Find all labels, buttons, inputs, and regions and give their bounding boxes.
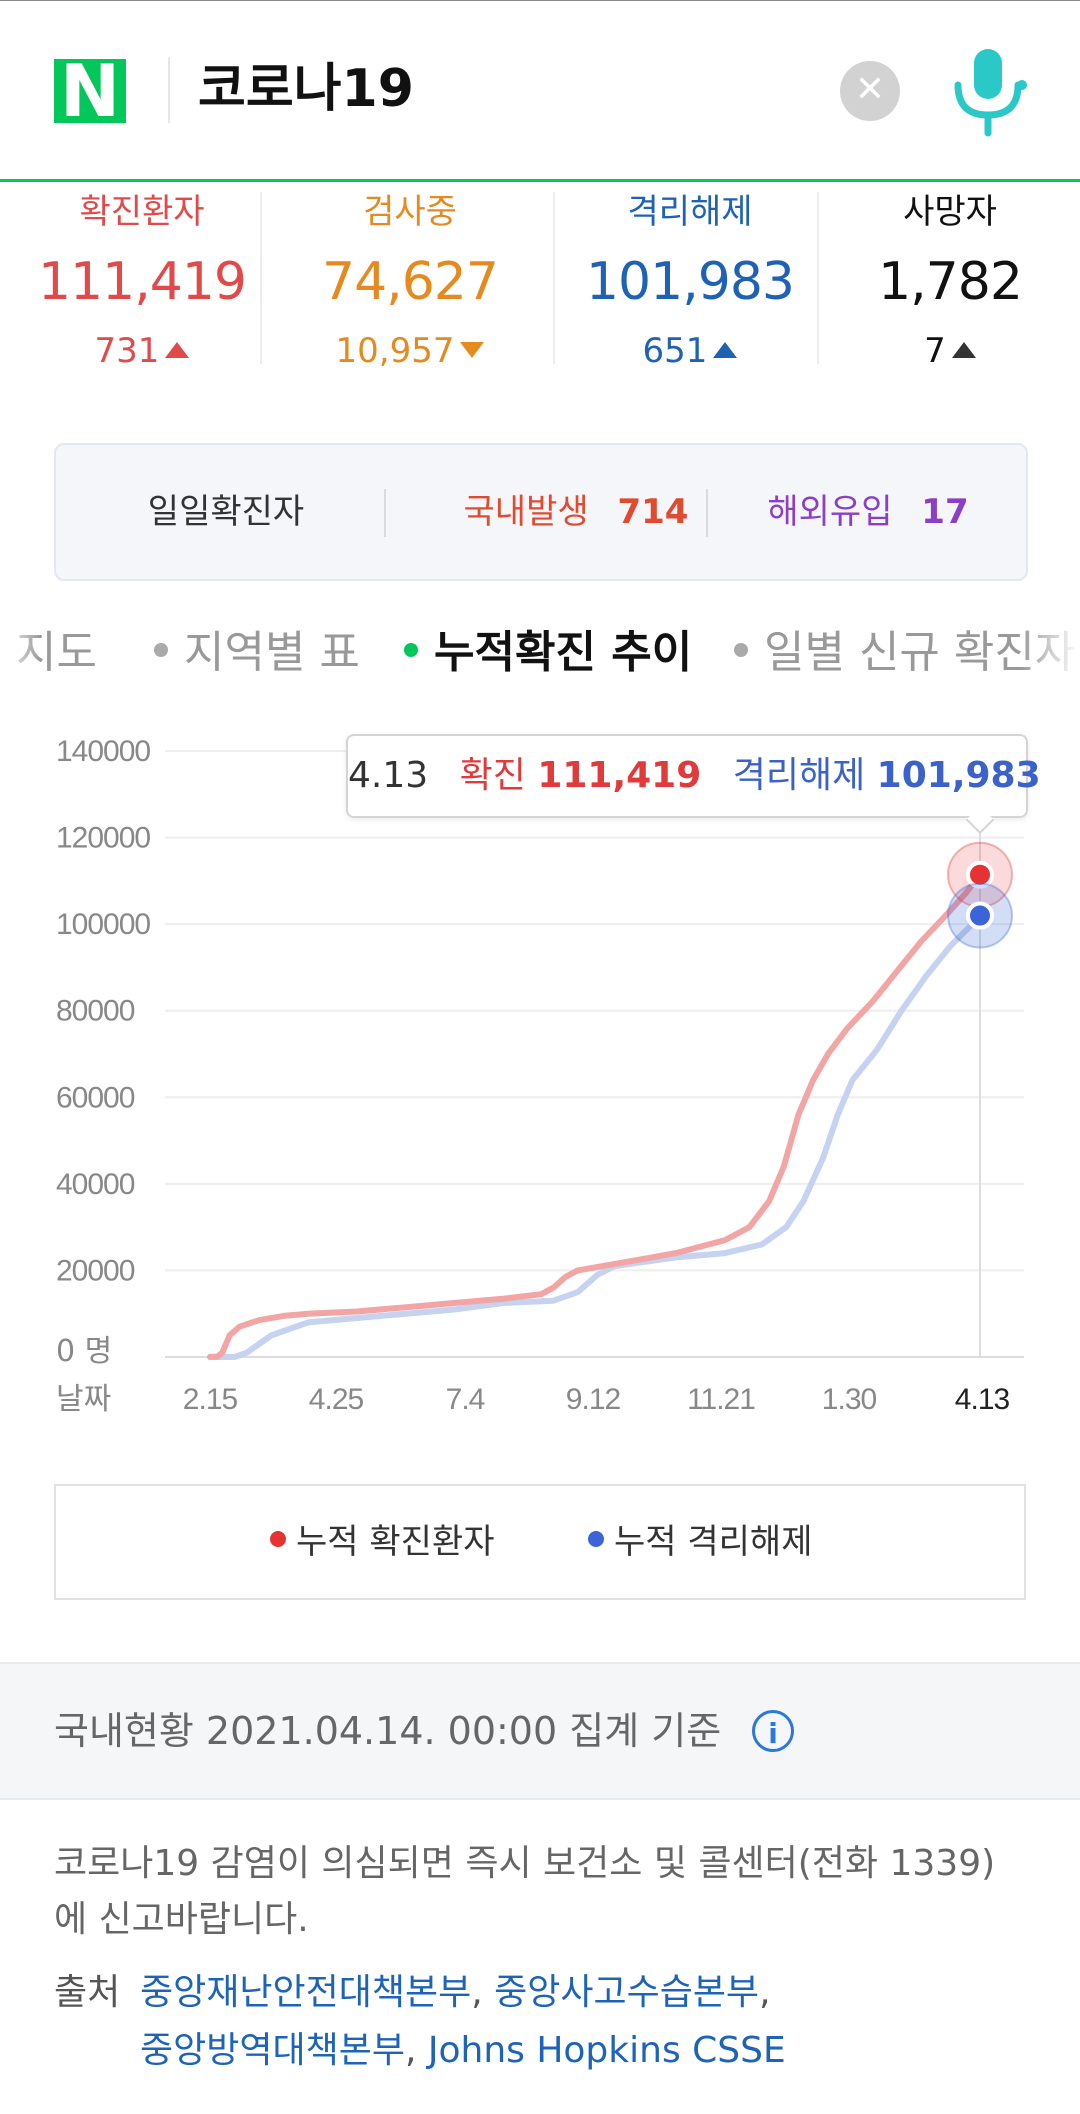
divider xyxy=(168,57,170,123)
daily-domestic: 국내발생 714 xyxy=(396,445,756,579)
tooltip-released-label: 격리해제 xyxy=(732,755,866,796)
divider xyxy=(817,192,819,364)
data-basis-bar: 국내현황 2021.04.14. 00:00 집계 기준 i xyxy=(0,1662,1080,1800)
x-tick-label: 9.12 xyxy=(566,1383,621,1416)
fade xyxy=(1020,618,1080,688)
bullet-icon xyxy=(404,643,418,657)
y-tick-label: 60000 xyxy=(56,1081,135,1114)
legend-item-released[interactable]: 누적 격리해제 xyxy=(588,1486,813,1598)
overseas-value: 17 xyxy=(921,492,969,532)
data-point-confirmed xyxy=(966,860,994,889)
chart-legend: 누적 확진환자 누적 격리해제 xyxy=(54,1484,1026,1600)
divider xyxy=(706,489,708,537)
x-tick-label: 4.13 xyxy=(955,1383,1010,1416)
notice-text: 코로나19 감염이 의심되면 즉시 보건소 및 콜센터(전화 1339)에 신고… xyxy=(54,1843,996,1940)
stat-label: 사망자 xyxy=(903,192,997,232)
divider xyxy=(553,192,555,364)
source-link[interactable]: 중앙사고수습본부 xyxy=(494,1972,760,2013)
source-label: 출처 xyxy=(54,1972,121,2013)
daily-label: 일일확진자 xyxy=(147,492,305,532)
tab-cumulative-trend[interactable]: 누적확진 추이 xyxy=(404,618,692,688)
domestic-value: 714 xyxy=(617,492,689,532)
search-header: N 코로나19 ✕ xyxy=(0,0,1080,182)
clear-search-button[interactable]: ✕ xyxy=(840,61,900,121)
tooltip-released-value: 101,983 xyxy=(876,755,1041,796)
covid-stats: 확진환자 111,419 731 검사중 74,627 10,957 격리해제 … xyxy=(0,182,1080,382)
bullet-icon xyxy=(734,643,748,657)
source-link[interactable]: 중앙재난안전대책본부 xyxy=(140,1972,472,2013)
x-tick-label: 4.25 xyxy=(309,1383,364,1416)
stat-value: 1,782 xyxy=(878,252,1023,312)
tooltip-confirmed-label: 확진 xyxy=(459,755,526,796)
y-tick-label: 20000 xyxy=(56,1254,135,1287)
cumulative-chart[interactable]: 140000 120000 100000 80000 60000 40000 20000 0 … xyxy=(0,720,1080,1420)
arrow-up-icon xyxy=(713,342,738,358)
source-links: 중앙재난안전대책본부, 중앙사고수습본부, 중앙방역대책본부, Johns Ho… xyxy=(140,1972,786,2071)
stat-label: 검사중 xyxy=(363,192,457,232)
stat-value: 101,983 xyxy=(585,252,795,312)
stat-value: 74,627 xyxy=(322,252,499,312)
stat-change: 731 xyxy=(22,328,262,374)
tab-region-table[interactable]: 지역별 표 xyxy=(154,618,360,688)
series-line-confirmed xyxy=(207,871,983,1360)
y-tick-label: 120000 xyxy=(56,822,150,855)
tooltip-date: 4.13 xyxy=(348,755,429,796)
divider xyxy=(260,192,262,364)
daily-confirmed-box: 일일확진자 국내발생 714 해외유입 17 xyxy=(54,443,1028,581)
y-tick-label: 40000 xyxy=(56,1168,135,1201)
stat-released: 격리해제 101,983 651 xyxy=(570,182,810,372)
domestic-label: 국내발생 xyxy=(463,492,589,532)
y-tick-label: 140000 xyxy=(56,735,150,768)
chart-tabs: 지도 지역별 표 누적확진 추이 일별 신규 확진자 xyxy=(0,618,1080,688)
y-zero-label: 0 명 xyxy=(56,1334,112,1369)
y-tick-label: 100000 xyxy=(56,908,150,941)
fade xyxy=(0,618,40,688)
stat-label: 확진환자 xyxy=(79,192,205,232)
arrow-up-icon xyxy=(165,342,190,358)
info-icon[interactable]: i xyxy=(752,1710,794,1752)
legend-dot-icon xyxy=(588,1531,604,1547)
x-tick-label: 1.30 xyxy=(822,1383,877,1416)
divider xyxy=(384,489,386,537)
data-basis-text: 국내현황 2021.04.14. 00:00 집계 기준 xyxy=(54,1709,722,1753)
stat-testing: 검사중 74,627 10,957 xyxy=(290,182,530,372)
arrow-up-icon xyxy=(951,342,976,358)
x-tick-label: 2.15 xyxy=(183,1383,238,1416)
arrow-down-icon xyxy=(460,342,485,358)
x-tick-label: 7.4 xyxy=(446,1383,485,1416)
y-tick-label: 80000 xyxy=(56,995,135,1028)
x-axis-title: 날짜 xyxy=(56,1382,111,1417)
chart-tooltip: 4.13 확진 111,419 격리해제 101,983 xyxy=(346,734,1041,818)
stat-deaths: 사망자 1,782 7 xyxy=(830,182,1070,372)
series-line-released xyxy=(207,912,983,1360)
legend-dot-icon xyxy=(270,1531,286,1547)
daily-overseas: 해외유입 17 xyxy=(718,445,1018,579)
legend-item-confirmed[interactable]: 누적 확진환자 xyxy=(270,1486,495,1598)
stat-change: 10,957 xyxy=(290,328,530,374)
close-icon: ✕ xyxy=(854,69,886,110)
x-tick-label: 11.21 xyxy=(687,1383,755,1416)
stat-change: 651 xyxy=(570,328,810,374)
data-point-released xyxy=(966,901,994,930)
search-query[interactable]: 코로나19 xyxy=(198,59,414,119)
bullet-icon xyxy=(154,643,168,657)
stat-confirmed: 확진환자 111,419 731 xyxy=(22,182,262,372)
stat-change: 7 xyxy=(830,328,1070,374)
stat-label: 격리해제 xyxy=(627,192,753,232)
naver-logo[interactable]: N xyxy=(54,59,126,123)
source-link[interactable]: 중앙방역대책본부 xyxy=(140,2030,405,2071)
overseas-label: 해외유입 xyxy=(767,492,893,532)
tooltip-confirmed-value: 111,419 xyxy=(537,755,702,796)
microphone-icon[interactable] xyxy=(948,45,1028,137)
stat-value: 111,419 xyxy=(37,252,247,312)
source-link[interactable]: Johns Hopkins CSSE xyxy=(427,2030,786,2071)
